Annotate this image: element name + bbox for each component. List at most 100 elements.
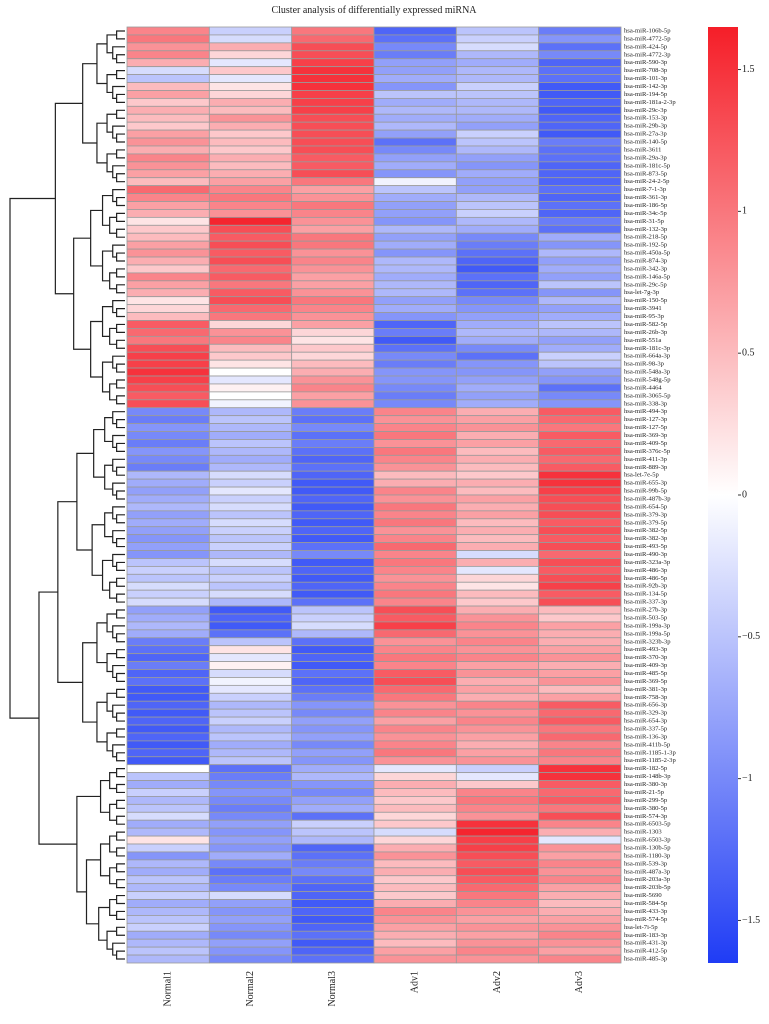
row-label: hsa-miR-34c-5p — [624, 210, 668, 217]
heat-cell — [538, 851, 622, 861]
heat-cell — [455, 581, 540, 591]
heat-cell — [538, 692, 622, 702]
heat-cell — [208, 732, 293, 742]
heat-cell — [455, 677, 540, 686]
heat-cell — [291, 954, 375, 964]
dendrogram-branch — [116, 879, 125, 889]
row-label: hsa-miR-873-5p — [624, 170, 668, 177]
column-label: Adv3 — [574, 971, 585, 993]
heat-cell — [291, 185, 375, 194]
dendrogram-branch — [104, 417, 113, 443]
dendrogram-branch — [90, 209, 103, 267]
dendrogram-branch — [112, 704, 125, 718]
heat-cell — [455, 121, 540, 131]
heat-cell — [208, 867, 293, 877]
heat-cell — [373, 367, 457, 377]
heat-cell — [208, 470, 293, 480]
heat-cell — [373, 780, 457, 789]
dendrogram-branch — [54, 102, 83, 295]
dendrogram-branch — [112, 744, 125, 758]
heat-cell — [455, 692, 540, 702]
heat-cell — [373, 288, 457, 298]
heat-cell — [291, 34, 375, 44]
color-bar-label: −1 — [742, 773, 753, 784]
color-bar — [708, 27, 738, 963]
heat-cell — [455, 34, 540, 44]
heat-cell — [291, 58, 375, 68]
heat-cell — [373, 272, 457, 282]
row-label: hsa-miR-203a-3p — [624, 876, 671, 883]
heat-cell — [208, 391, 293, 401]
heat-cell — [538, 835, 622, 845]
heat-cell — [291, 573, 375, 583]
heat-cell — [373, 946, 457, 956]
heat-cell — [208, 558, 293, 567]
heat-cell — [208, 764, 293, 774]
heat-cell — [208, 883, 293, 893]
heat-cell — [538, 383, 622, 393]
heat-cell — [455, 169, 540, 179]
heat-cell — [455, 280, 540, 290]
heat-cell — [291, 637, 375, 647]
dendrogram-branch — [116, 910, 125, 920]
heat-cell — [126, 724, 210, 734]
heat-cell — [538, 510, 622, 520]
heat-cell — [126, 383, 210, 393]
heat-cell — [538, 296, 622, 306]
heat-cell — [538, 661, 622, 670]
heat-cell — [538, 137, 622, 147]
row-label: hsa-miR-26b-3p — [624, 329, 668, 336]
heat-cell — [208, 50, 293, 60]
heat-cell — [208, 320, 293, 329]
heat-cell — [208, 716, 293, 726]
heat-cell — [208, 788, 293, 797]
heat-cell — [373, 177, 457, 187]
dendrogram-branch — [57, 501, 83, 683]
heat-cell — [208, 930, 293, 940]
heat-cell — [538, 407, 622, 417]
dendrogram-branch — [109, 803, 117, 821]
heat-cell — [208, 137, 293, 147]
heat-cell — [455, 637, 540, 647]
heat-cell — [455, 209, 540, 218]
row-label: hsa-miR-182-5p — [624, 765, 668, 772]
heat-cell — [291, 811, 375, 821]
heat-cell — [126, 351, 210, 361]
heat-cell — [291, 613, 375, 623]
heat-cell — [455, 565, 540, 575]
heat-cell — [538, 185, 622, 194]
heat-cell — [373, 121, 457, 131]
heat-cell — [291, 74, 375, 83]
heat-cell — [455, 883, 540, 893]
row-label: hsa-miR-27b-3p — [624, 607, 668, 614]
heat-cell — [455, 542, 540, 551]
dendrogram-branch — [116, 307, 125, 318]
heat-cell — [208, 439, 293, 448]
row-label: hsa-miR-1180-3p — [624, 852, 671, 859]
heat-cell — [455, 82, 540, 91]
heat-cell — [126, 542, 210, 551]
heat-cell — [455, 867, 540, 877]
heat-cell — [538, 391, 622, 401]
heat-cell — [538, 565, 622, 575]
heat-cell — [208, 780, 293, 789]
heat-cell — [373, 486, 457, 496]
row-label: hsa-miR-487a-3p — [624, 868, 671, 875]
heat-cell — [291, 256, 375, 266]
heat-cell — [208, 581, 293, 591]
heat-cell — [538, 629, 622, 639]
heat-cell — [538, 58, 622, 68]
row-label: hsa-miR-874-3p — [624, 258, 668, 265]
row-label: hsa-miR-369-5p — [624, 678, 668, 685]
heat-cell — [208, 907, 293, 916]
dendrogram-branch — [116, 863, 125, 873]
dendrogram-branch — [73, 237, 91, 350]
heat-cell — [455, 700, 540, 710]
heat-cell — [373, 891, 457, 900]
heat-cell — [373, 692, 457, 702]
heat-cell — [126, 716, 210, 726]
heat-cell — [208, 74, 293, 83]
heat-cell — [373, 684, 457, 694]
dendrogram-branch — [116, 339, 125, 349]
heat-cell — [373, 105, 457, 115]
